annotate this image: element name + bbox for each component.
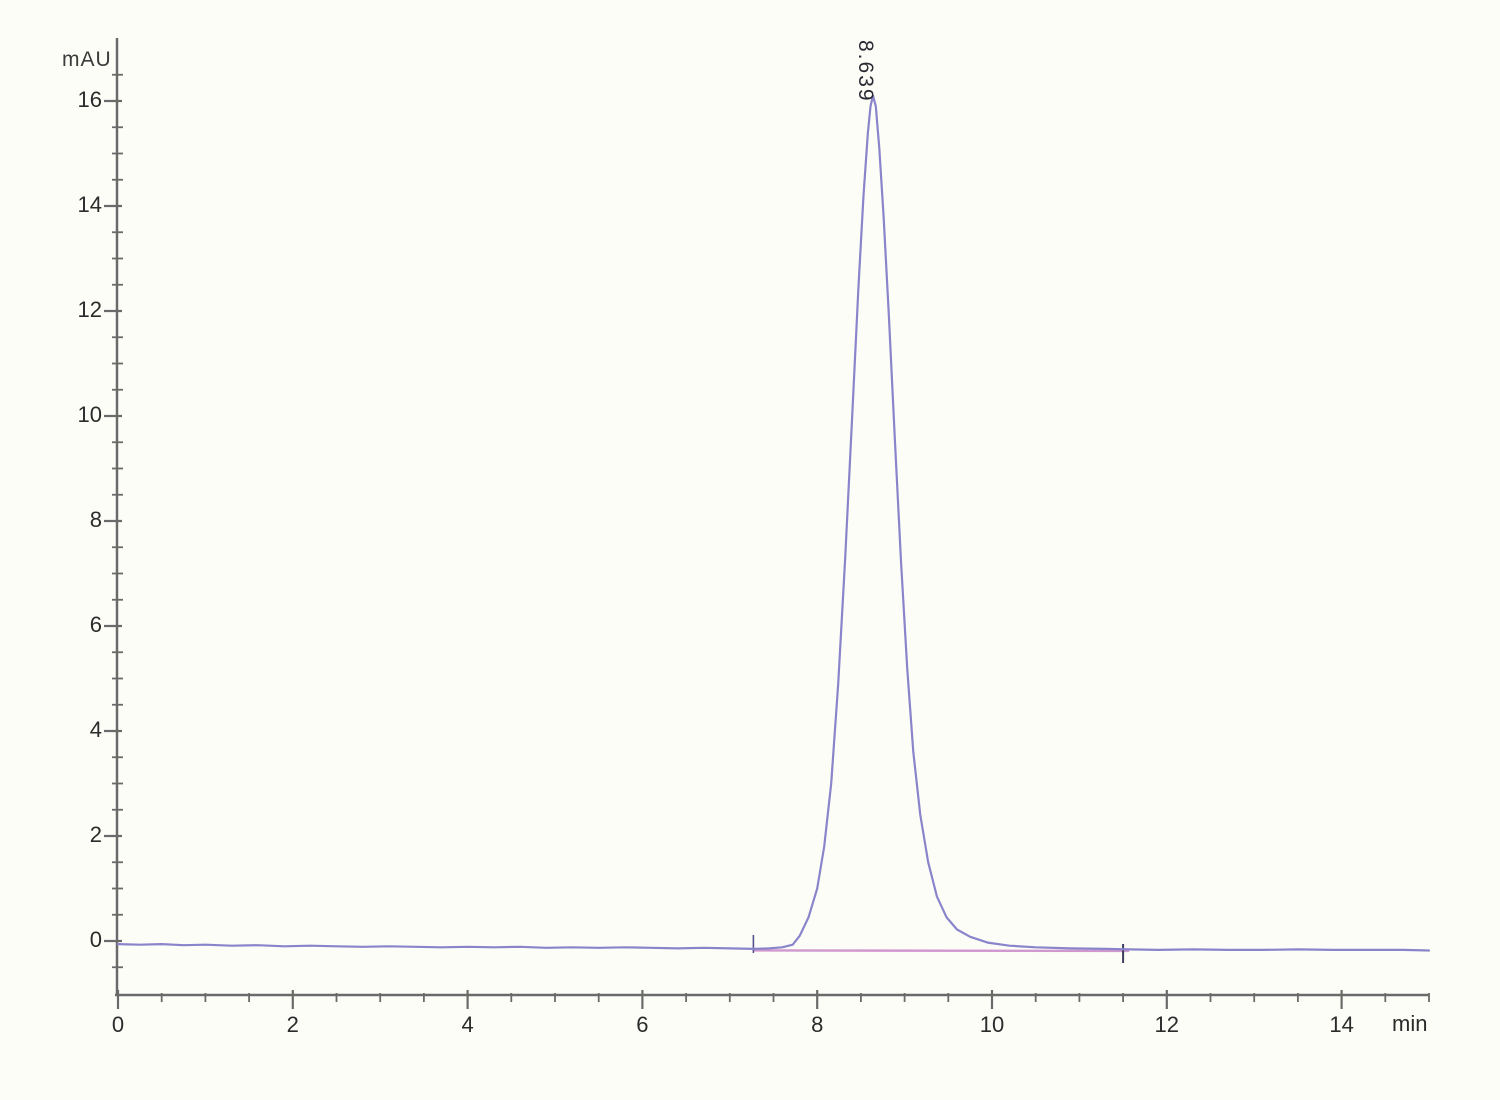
- y-axis-tick-label: 14: [77, 192, 102, 217]
- x-axis-tick-label: 0: [111, 1012, 125, 1037]
- y-axis-tick-label: 6: [89, 612, 102, 637]
- x-axis-tick-label: 2: [286, 1012, 299, 1037]
- y-axis-tick-label: 12: [77, 297, 102, 322]
- x-axis-tick-label: 10: [979, 1012, 1005, 1037]
- y-axis-tick-label: 2: [89, 822, 102, 847]
- y-axis-tick-label: 4: [89, 717, 102, 742]
- x-axis-tick-label: 8: [811, 1012, 824, 1037]
- x-axis-tick-label: 6: [636, 1012, 649, 1037]
- peak-retention-time-label: 8.639: [854, 40, 877, 103]
- y-axis-unit-label: mAU: [62, 48, 112, 71]
- y-axis-tick-label: 16: [77, 87, 102, 112]
- x-axis-tick-label: 4: [461, 1012, 474, 1037]
- integration-baseline: [753, 949, 1130, 953]
- y-axis-tick-label: 8: [89, 507, 102, 532]
- y-axis-tick-label: 10: [77, 402, 102, 427]
- x-axis-unit-label: min: [1392, 1011, 1428, 1036]
- x-axis-tick-label: 14: [1329, 1012, 1354, 1037]
- y-axis-tick-label: 0: [89, 927, 102, 952]
- signal-trace: [116, 94, 1431, 952]
- x-axis-tick-label: 12: [1154, 1012, 1180, 1037]
